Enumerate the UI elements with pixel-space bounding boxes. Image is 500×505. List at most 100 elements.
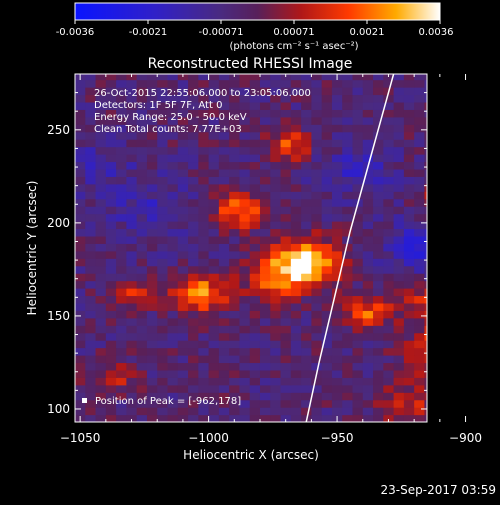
heatmap-cell (218, 384, 230, 393)
heatmap-cell (373, 213, 384, 222)
heatmap-cell (239, 399, 251, 408)
heatmap-cell (301, 377, 312, 386)
heatmap-cell (177, 191, 189, 200)
heatmap-cell (105, 206, 117, 215)
heatmap-cell (331, 407, 343, 416)
heatmap-cell (280, 139, 292, 148)
heatmap-cell (75, 198, 86, 207)
heatmap-cell (249, 213, 261, 222)
heatmap-cell (383, 369, 395, 378)
info-text: 26-Oct-2015 22:55:06.000 to 23:05:06.000… (94, 88, 311, 135)
solar-limb-line (305, 74, 395, 422)
heatmap-cell (311, 414, 323, 422)
heatmap-cell (239, 302, 251, 311)
heatmap-cell (105, 116, 117, 125)
heatmap-cell (290, 399, 302, 408)
heatmap-cell (126, 191, 138, 200)
heatmap-cell (311, 243, 323, 252)
heatmap-cell (362, 191, 374, 200)
heatmap-cell (75, 258, 86, 267)
heatmap-cell (311, 146, 323, 155)
heatmap-cell (136, 87, 148, 96)
heatmap-cell (126, 131, 138, 140)
heatmap-cell (290, 273, 302, 282)
heatmap-cell (331, 131, 343, 140)
heatmap-cell (229, 221, 241, 230)
heatmap-cell (301, 347, 312, 356)
heatmap-cell (208, 228, 220, 237)
heatmap-cell (342, 347, 354, 356)
heatmap-cell (188, 399, 199, 408)
heatmap-cell (393, 161, 405, 170)
heatmap-cell (373, 168, 384, 177)
heatmap-cell (105, 161, 117, 170)
heatmap-cell (290, 198, 302, 207)
heatmap-cell (218, 79, 230, 88)
heatmap-cell (383, 302, 395, 311)
heatmap-cell (95, 79, 107, 88)
heatmap-cell (239, 139, 251, 148)
heatmap-cell (352, 183, 364, 192)
heatmap-cell (362, 176, 374, 185)
heatmap-cell (146, 355, 158, 364)
heatmap-cell (198, 340, 210, 349)
heatmap-cell (75, 340, 86, 349)
heatmap-cell (146, 87, 158, 96)
heatmap-cell (424, 191, 427, 200)
heatmap-cell (383, 377, 395, 386)
heatmap-cell (383, 414, 395, 422)
heatmap-cell (259, 265, 271, 274)
heatmap-cell (393, 288, 405, 297)
heatmap-cell (136, 392, 148, 401)
heatmap-cell (116, 176, 127, 185)
heatmap-cell (321, 206, 333, 215)
heatmap-cell (424, 101, 427, 110)
heatmap-cell (177, 198, 189, 207)
heatmap-cell (424, 221, 427, 230)
heatmap-cell (280, 369, 292, 378)
heatmap-cell (95, 273, 107, 282)
heatmap-cell (290, 235, 302, 244)
heatmap-cell (342, 87, 354, 96)
heatmap-cell (116, 161, 127, 170)
heatmap-cell (352, 250, 364, 259)
heatmap-cell (105, 369, 117, 378)
heatmap-cell (362, 109, 374, 118)
heatmap-cell (414, 392, 426, 401)
heatmap-cell (136, 109, 148, 118)
heatmap-cell (157, 235, 169, 244)
heatmap-cell (270, 332, 282, 341)
heatmap-cell (126, 317, 138, 326)
heatmap-cell (136, 131, 148, 140)
heatmap-cell (249, 332, 261, 341)
heatmap-cell (85, 116, 97, 125)
heatmap-cell (188, 109, 199, 118)
heatmap-cell (229, 79, 241, 88)
heatmap-cell (239, 392, 251, 401)
heatmap-cell (301, 206, 312, 215)
heatmap-cell (136, 191, 148, 200)
heatmap-cell (383, 206, 395, 215)
heatmap-cell (198, 355, 210, 364)
heatmap-cell (414, 317, 426, 326)
heatmap-cell (280, 302, 292, 311)
heatmap-cell (167, 347, 179, 356)
heatmap-cell (352, 355, 364, 364)
heatmap-cell (218, 347, 230, 356)
heatmap-cell (188, 139, 199, 148)
heatmap-cell (146, 74, 158, 81)
heatmap-cell (198, 74, 210, 81)
heatmap-cell (157, 183, 169, 192)
heatmap-cell (259, 377, 271, 386)
heatmap-cell (105, 79, 117, 88)
heatmap-cell (126, 79, 138, 88)
heatmap-cell (208, 109, 220, 118)
heatmap-cell (177, 94, 189, 103)
heatmap-cell (393, 310, 405, 319)
heatmap-cell (321, 340, 333, 349)
heatmap-cell (280, 243, 292, 252)
heatmap-cell (342, 74, 354, 81)
heatmap-cell (177, 265, 189, 274)
heatmap-cell (362, 407, 374, 416)
heatmap-cell (167, 116, 179, 125)
